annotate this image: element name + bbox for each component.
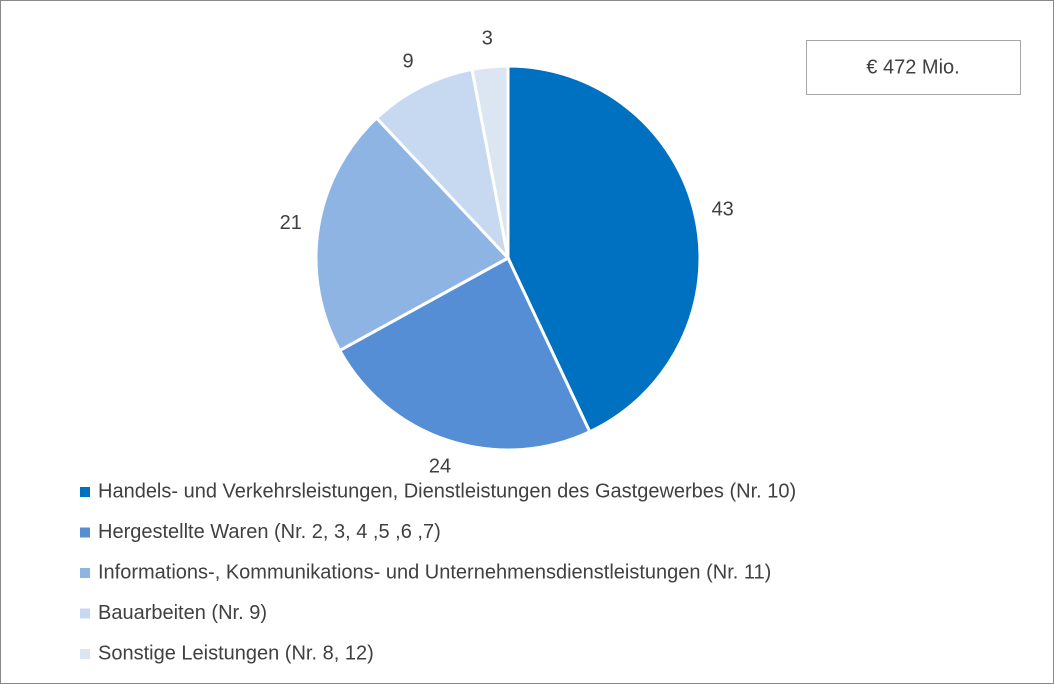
data-label: 3 (482, 27, 493, 49)
annotation-box (806, 40, 1021, 95)
data-label: 43 (712, 198, 734, 220)
legend-swatch (80, 527, 90, 538)
legend-swatch (80, 568, 90, 578)
legend-swatch (80, 649, 90, 659)
data-label: 21 (280, 212, 302, 234)
data-label: 24 (429, 456, 451, 478)
pie-slice (337, 255, 592, 452)
legend-swatch (80, 608, 90, 619)
pie-slice (374, 67, 511, 263)
pie-slice (470, 64, 510, 259)
legend-label: Hergestellte Waren (Nr. 2, 3, 4 ,5 ,6 ,7… (98, 521, 441, 543)
legend-label: Handels- und Verkehrsleistungen, Dienstl… (98, 480, 796, 502)
data-label: 9 (403, 50, 414, 72)
legend-label: Informations-, Kommunikations- und Unter… (98, 561, 771, 583)
annotation: € 472 Mio. (866, 56, 959, 78)
legend-swatch (80, 487, 90, 497)
legend-label: Sonstige Leistungen (Nr. 8, 12) (98, 642, 374, 664)
legend-label: Bauarbeiten (Nr. 9) (98, 602, 267, 624)
pie-slice (314, 115, 511, 353)
pie-slice (506, 64, 702, 434)
